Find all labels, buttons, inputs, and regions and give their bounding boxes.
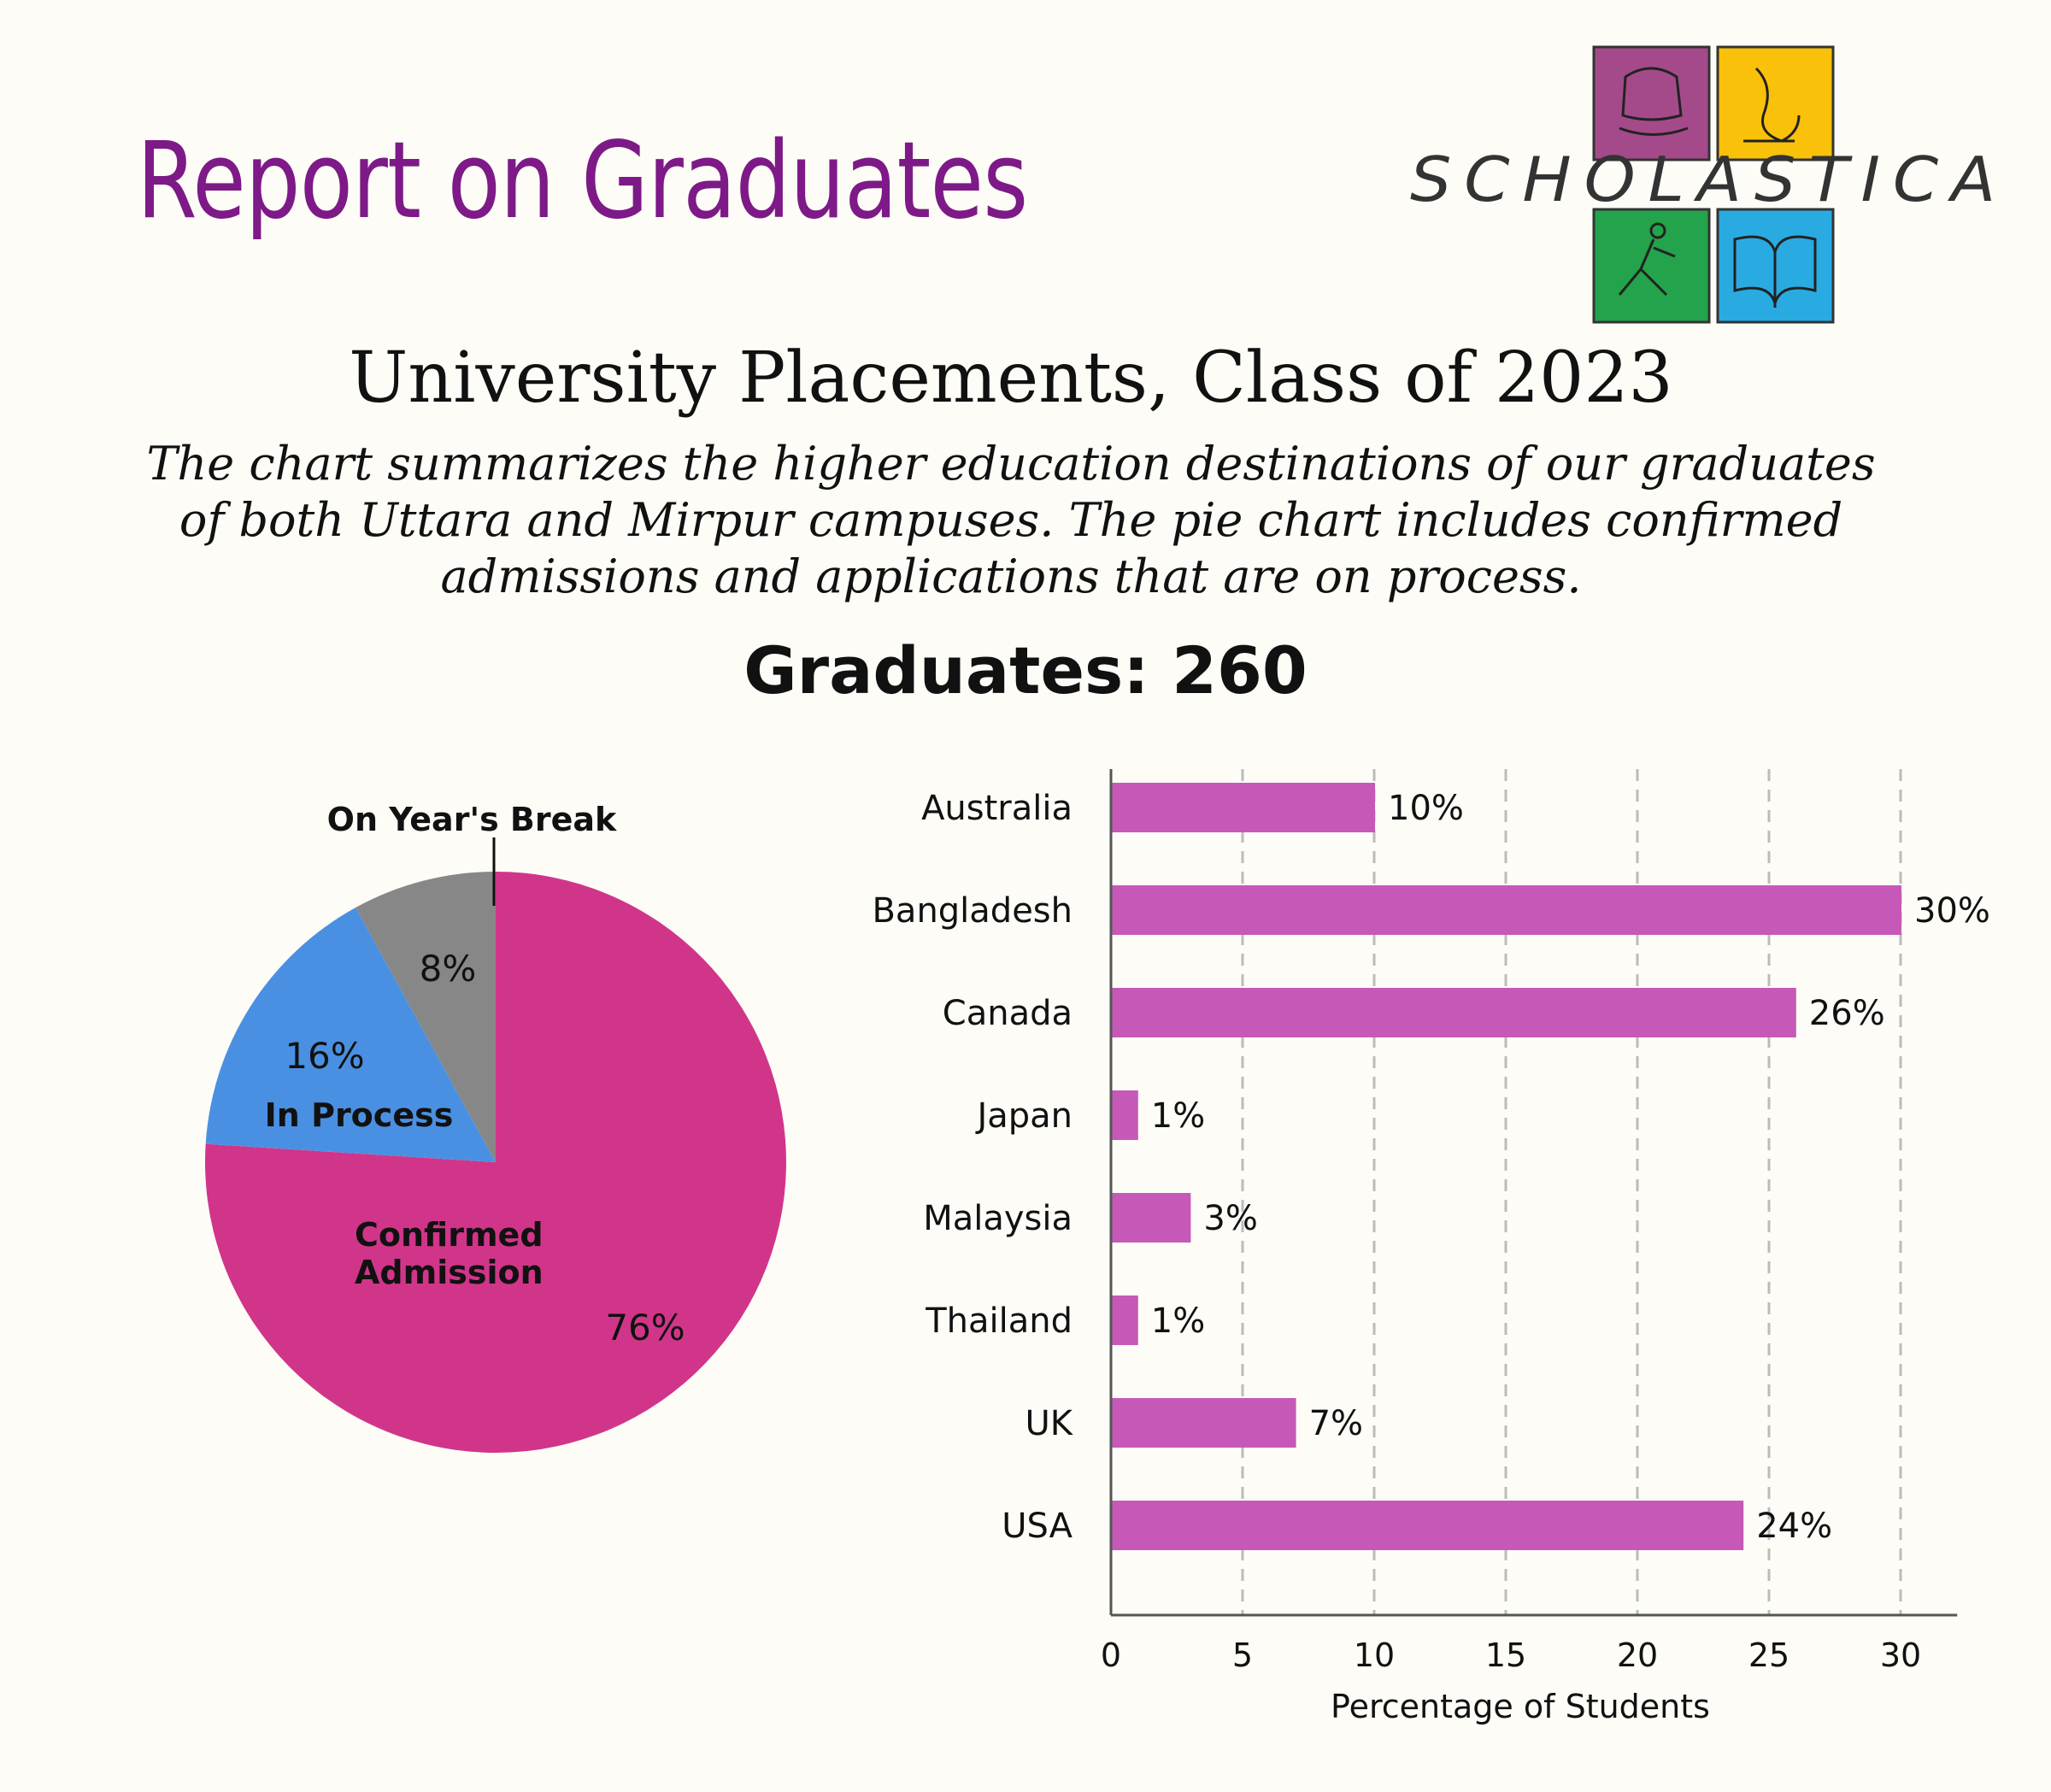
- bar-malaysia: [1112, 1193, 1191, 1243]
- logo-wordmark: SCHOLASTICA: [1410, 144, 2008, 215]
- value-label-usa: 24%: [1756, 1507, 1832, 1546]
- category-label-malaysia: Malaysia: [923, 1199, 1073, 1238]
- chart-description: The chart summarizes the higher educatio…: [146, 437, 1876, 603]
- value-label-canada: 26%: [1809, 994, 1885, 1033]
- pie-label-confirmed: Confirmed Admission: [355, 1216, 555, 1291]
- x-tick-label: 30: [1880, 1636, 1921, 1674]
- value-label-japan: 1%: [1151, 1096, 1205, 1136]
- category-label-usa: USA: [1002, 1507, 1073, 1546]
- pie-slice-on-year-s-break: [356, 872, 496, 1162]
- pie-slice-in-process: [205, 908, 497, 1162]
- x-tick-label: 5: [1232, 1636, 1253, 1674]
- category-label-japan: Japan: [974, 1096, 1073, 1136]
- computer-icon: [1619, 67, 1689, 136]
- pie-label-year-break: On Year's Break: [327, 801, 617, 838]
- book-icon: [1733, 235, 1817, 308]
- category-label-canada: Canada: [943, 994, 1073, 1033]
- runner-icon: [1618, 222, 1676, 297]
- microscope-icon: [1743, 67, 1801, 143]
- x-tick-label: 25: [1748, 1636, 1789, 1674]
- category-label-bangladesh: Bangladesh: [872, 891, 1073, 931]
- value-label-thailand: 1%: [1151, 1301, 1205, 1341]
- bar-usa: [1112, 1501, 1744, 1550]
- pie-chart: On Year's Break 8% 16% In Process Confir…: [204, 801, 787, 1453]
- value-label-uk: 7%: [1309, 1404, 1363, 1443]
- pie-slice-confirmed-admission: [204, 872, 787, 1453]
- category-label-australia: Australia: [921, 789, 1073, 828]
- pie-label-confirmed-line2: Admission: [355, 1254, 544, 1291]
- bar-thailand: [1112, 1296, 1138, 1345]
- x-tick-label: 0: [1101, 1636, 1121, 1674]
- bar-bangladesh: [1112, 885, 1901, 935]
- x-tick-label: 20: [1617, 1636, 1658, 1674]
- bar-japan: [1112, 1090, 1138, 1140]
- category-label-thailand: Thailand: [925, 1301, 1073, 1341]
- chart-title: University Placements, Class of 2023: [349, 338, 1673, 419]
- value-label-australia: 10%: [1388, 789, 1464, 828]
- bar-australia: [1112, 783, 1375, 832]
- bar-uk: [1112, 1398, 1296, 1448]
- logo-tile-purple: [1592, 45, 1711, 162]
- value-label-malaysia: 3%: [1203, 1199, 1257, 1238]
- category-label-uk: UK: [1025, 1404, 1073, 1443]
- x-tick-label: 15: [1485, 1636, 1526, 1674]
- graduates-count: Graduates: 260: [743, 632, 1308, 708]
- report-title: Report on Graduates: [137, 120, 1028, 243]
- x-tick-label: 10: [1354, 1636, 1395, 1674]
- pie-label-confirmed-line1: Confirmed: [355, 1216, 544, 1254]
- pie-label-in-process: In Process: [265, 1096, 454, 1134]
- pie-value-year-break: 8%: [420, 948, 477, 990]
- bar-chart: 10% 30% 26% 1% 3% 1% 7% 24% 0 5 10 15 20 25 30 Austral…: [872, 769, 1990, 1725]
- scholastica-logo: SCHOLASTICA: [1410, 45, 2008, 324]
- x-axis-label: Percentage of Students: [1331, 1688, 1710, 1725]
- bar-canada: [1112, 988, 1796, 1037]
- value-label-bangladesh: 30%: [1914, 891, 1990, 931]
- pie-value-in-process: 16%: [285, 1035, 364, 1077]
- pie-value-confirmed: 76%: [605, 1307, 685, 1348]
